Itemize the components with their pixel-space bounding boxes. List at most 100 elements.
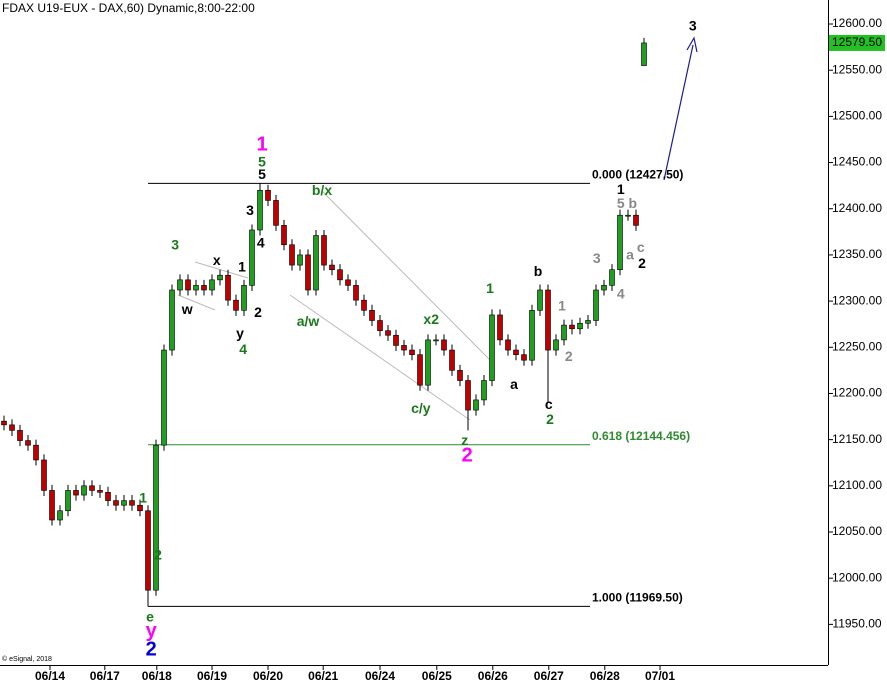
candle-body [505,339,511,351]
wave-label: x [213,252,221,268]
candle-body [393,334,399,346]
y-tick-label: 11950.00 [832,617,881,631]
y-tick-label: 12350.00 [832,247,882,261]
candle-body [273,200,279,226]
candle-body [457,370,463,381]
chart-title: FDAX U19-EUX - DAX,60) Dynamic,8:00-22:0… [2,1,255,15]
candle-body [449,349,455,371]
candle-body [585,320,591,324]
candle-body [385,330,391,336]
wave-label: a [626,247,634,263]
candle-body [425,339,431,386]
candle-body [33,444,39,461]
x-tick-label: 06/26 [478,669,508,683]
candle-body [137,504,143,512]
candle-body [49,490,55,521]
channel-line [194,261,249,279]
candle-body [225,274,231,301]
wave-label: 5 [258,153,266,169]
candle-body [409,349,415,355]
wave-label: w [181,301,193,317]
channel-line [177,294,216,311]
fib-level-label: 1.000 (11969.50) [592,591,683,605]
candle-body [209,279,215,291]
wave-label: a/w [297,313,320,329]
candle-body [601,285,607,291]
candle-body [593,289,599,321]
candle-body [217,274,223,281]
x-tick-label: 06/21 [308,669,338,683]
candle-body [233,299,239,311]
wave-label: 2 [146,639,157,661]
wave-label: 1 [558,297,566,313]
y-tick-label: 12600.00 [832,16,882,30]
wave-label: 2 [462,445,473,467]
candle-body [481,380,487,401]
wave-label: 4 [257,235,265,251]
candle-body [57,510,63,521]
candle-body [121,500,127,506]
candle-body [185,279,191,291]
candle-body [89,485,95,491]
y-tick-label: 12550.00 [832,62,882,76]
x-tick-label: 06/17 [90,669,120,683]
y-tick-label: 12000.00 [832,570,882,584]
channel-line [321,190,491,361]
arrow-head [686,36,698,53]
wave-label: 2 [565,348,573,364]
candle-body [625,214,631,217]
candle-body [569,324,575,330]
wave-label: b/x [312,182,332,198]
x-tick-label: 06/19 [197,669,227,683]
wave-label: 1 [256,133,267,155]
candle-body [65,490,71,512]
candle-body [361,299,367,311]
candle-body [545,289,551,351]
wave-label: 2 [546,411,554,427]
candle-body [329,264,335,270]
y-tick-label: 12400.00 [832,201,882,215]
wave-label: 2 [638,255,646,271]
candle-body [129,500,135,506]
candle-body [561,324,567,341]
x-tick-label: 06/25 [422,669,452,683]
y-tick-label: 12100.00 [832,478,882,492]
candle-body [81,485,87,496]
candle-body [153,444,159,591]
wave-label: 1 [238,259,246,275]
wave-label: 1 [486,280,494,296]
candle-body [441,339,447,351]
candle-body [609,269,615,286]
candle-body [473,399,479,411]
candle-body [289,244,295,266]
wave-label: 5 [617,195,625,211]
x-tick-label: 06/20 [253,669,283,683]
x-tick-label: 06/14 [35,669,65,683]
wave-label: 3 [593,250,601,266]
wave-label: y [236,325,244,341]
candle-body [73,490,79,496]
credit: © eSignal, 2018 [2,655,52,663]
x-tick-label: 06/24 [365,669,395,683]
wave-label: 2 [154,547,162,563]
candle-body [617,214,623,270]
candle-body [521,354,527,361]
candle-body [41,459,47,491]
candle-body [313,235,319,291]
candle-body [161,349,167,446]
x-tick-label: 06/27 [534,669,564,683]
y-tick-label: 12500.00 [832,109,882,123]
candle-body [265,189,271,201]
candle-body [177,279,183,291]
candle-body [353,285,359,301]
wave-label: 3 [171,236,179,252]
candle-body [249,229,255,286]
candle-body [345,279,351,286]
candle-body [513,349,519,355]
candle-body [297,254,303,266]
projection-arrow [663,44,694,181]
candle-body [113,500,119,506]
candle-body [577,322,583,330]
wave-label: c [637,239,645,255]
